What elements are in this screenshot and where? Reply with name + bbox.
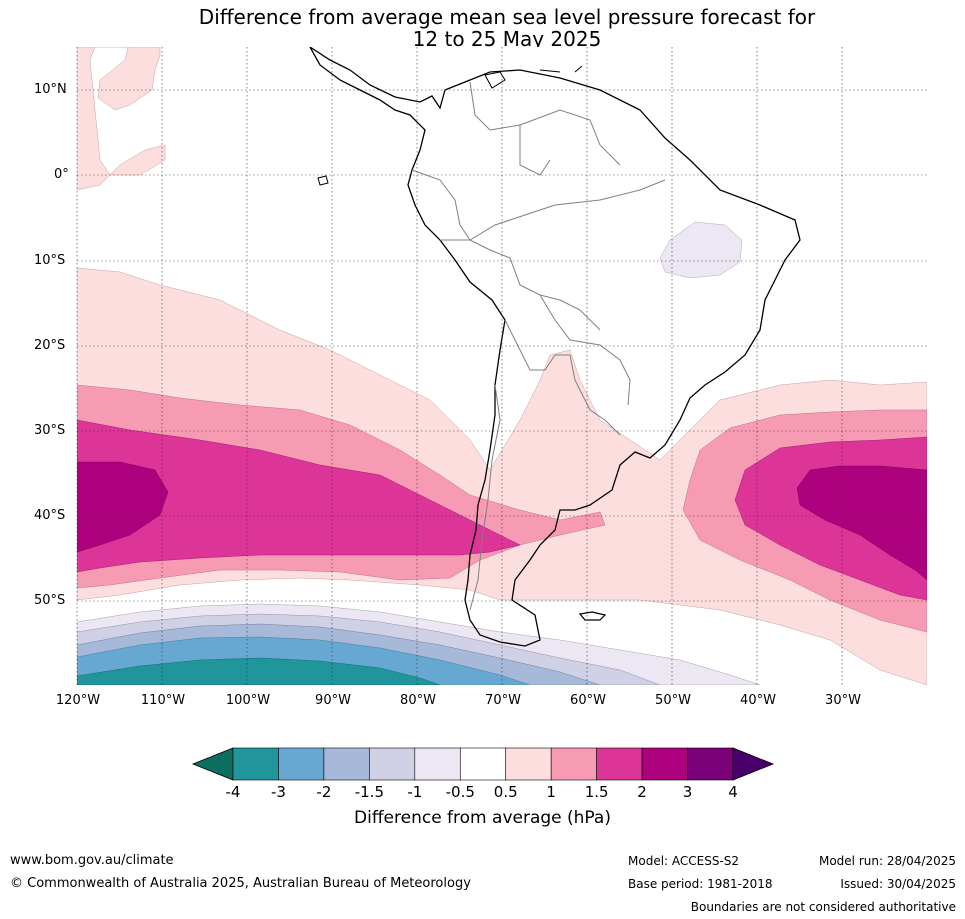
footer-copyright: © Commonwealth of Australia 2025, Austra… [10,876,471,891]
anomaly-band-0.5-1-north [77,47,161,111]
lon-label-80w: 80°W [400,693,436,708]
lat-label-10n: 10°N [34,82,67,97]
lat-label-0: 0° [54,167,69,182]
anomaly-band-2-3-west [77,461,169,553]
footer-model-run: Model run: 28/04/2025 [818,854,956,868]
footer-issued: Issued: 30/04/2025 [840,877,956,891]
colorbar-tick-label: -1.5 [354,783,384,801]
footer-base-period: Base period: 1981-2018 [628,877,773,891]
lon-label-50w: 50°W [655,693,691,708]
colorbar-tick-label: 1.5 [584,783,609,801]
colorbar-extend-high [732,747,775,781]
colorbar-swatch [232,747,279,781]
falkland-islands [578,611,607,621]
colorbar-extend-low [191,747,234,781]
anomaly-band-2-3-east [796,465,927,581]
colorbar-swatch [641,747,688,781]
map-title-line1: Difference from average mean sea level p… [198,5,816,29]
lon-label-120w: 120°W [55,693,101,708]
anomaly-band-neg-3 [77,657,441,685]
footer-disclaimer: Boundaries are not considered authoritat… [690,900,956,914]
colorbar-swatch [414,747,461,781]
colorbar-tick-label: -2 [316,783,332,801]
colorbar-tick-label: -4 [225,783,241,801]
lat-label-50s: 50°S [34,593,66,608]
caribbean-islands [484,65,583,89]
colorbar-tick-label: -3 [270,783,286,801]
lon-label-90w: 90°W [315,693,351,708]
lon-label-100w: 100°W [225,693,271,708]
colorbar-tick-label: 4 [728,783,738,801]
colorbar-swatch [459,747,507,781]
lon-label-40w: 40°W [740,693,776,708]
lat-label-40s: 40°S [34,508,66,523]
colorbar-tick-label: 2 [637,783,647,801]
colorbar-swatch [687,747,734,781]
colorbar-swatch [323,747,370,781]
anomaly-band-1.5-2-west [77,419,521,573]
lon-label-30w: 30°W [825,693,861,708]
colorbar-swatch [505,747,552,781]
lon-label-110w: 110°W [140,693,186,708]
colorbar-swatch [278,747,325,781]
colorbar-tick-label: 1 [546,783,556,801]
map-gridlines [76,47,927,685]
map-title-line2: 12 to 25 May 2025 [412,27,602,51]
lon-label-70w: 70°W [485,693,521,708]
colorbar-tick-label: -1 [407,783,423,801]
footer-website: www.bom.gov.au/climate [10,853,174,868]
lat-label-20s: 20°S [34,338,66,353]
pressure-anomaly-map [76,47,927,685]
colorbar-tick-label: 0.5 [493,783,518,801]
colorbar-swatches [191,747,775,781]
anomaly-patch-brazil [659,221,743,279]
colorbar-swatch [550,747,597,781]
colorbar-tick-label: -0.5 [445,783,475,801]
lat-label-30s: 30°S [34,423,66,438]
colorbar-swatch [596,747,643,781]
colorbar-tick-label: 3 [682,783,693,801]
lat-label-10s: 10°S [34,253,66,268]
footer-model: Model: ACCESS-S2 [628,854,740,868]
south-america-coastline [309,47,801,647]
galapagos-islands [317,175,329,186]
colorbar-label: Difference from average (hPa) [354,808,611,828]
colorbar-swatch [369,747,416,781]
country-borders [411,81,666,611]
lon-label-60w: 60°W [570,693,606,708]
